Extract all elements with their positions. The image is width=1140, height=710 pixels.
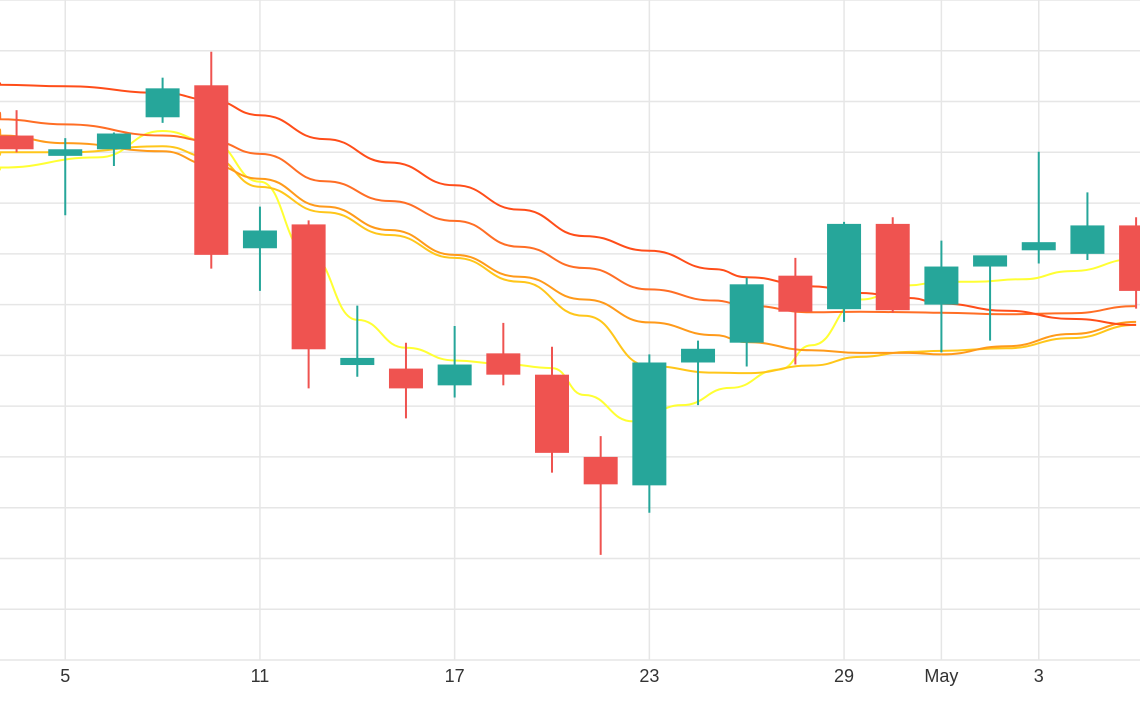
moving-average-line — [0, 128, 1137, 356]
candle-up — [729, 277, 764, 367]
candle-down — [194, 51, 229, 269]
x-tick-label: 17 — [445, 666, 465, 686]
candle-up — [681, 340, 716, 406]
candle-down — [388, 342, 423, 419]
candle-up — [242, 206, 277, 291]
candle-body — [388, 368, 423, 389]
candle-up — [924, 240, 959, 353]
candle-up — [1021, 151, 1056, 264]
candle-body — [0, 135, 34, 150]
candle-body — [924, 266, 959, 305]
candle-body — [486, 353, 521, 375]
candle-up — [437, 325, 472, 398]
candle-up — [1070, 192, 1105, 260]
candle-body — [973, 255, 1008, 267]
candle-down — [0, 110, 34, 153]
x-axis-tick-labels: 5 11 17 23 29 May 3 — [60, 666, 1044, 686]
candle-down — [875, 217, 910, 313]
candle-body — [242, 230, 277, 249]
x-tick-label: 29 — [834, 666, 854, 686]
candle-up — [48, 138, 83, 216]
candle-body — [437, 364, 472, 386]
moving-average-line — [0, 145, 1137, 375]
candle-up — [145, 77, 180, 123]
moving-average-lines — [0, 82, 1137, 423]
candle-down — [778, 257, 813, 365]
candle-body — [145, 88, 180, 118]
candle-body — [875, 223, 910, 311]
candle-up — [96, 132, 131, 167]
x-tick-label: 23 — [639, 666, 659, 686]
candle-body — [96, 133, 131, 150]
candle-body — [681, 348, 716, 363]
moving-average-line — [0, 82, 1137, 326]
candle-up — [827, 221, 862, 322]
candle-body — [583, 456, 618, 485]
candle-up — [632, 354, 667, 513]
x-tick-label: 3 — [1034, 666, 1044, 686]
candle-body — [48, 149, 83, 156]
candle-body — [778, 275, 813, 312]
candle-body — [1070, 225, 1105, 254]
moving-average-line — [0, 111, 1137, 316]
candle-up — [340, 305, 375, 377]
candle-down — [535, 346, 569, 473]
candles — [0, 51, 1140, 555]
candle-down — [486, 322, 521, 386]
candle-body — [1119, 225, 1140, 291]
candle-down — [583, 436, 618, 555]
candle-body — [194, 85, 229, 255]
candle-body — [291, 224, 326, 350]
x-tick-label: May — [924, 666, 958, 686]
candle-body — [1021, 242, 1056, 251]
candle-down — [291, 220, 326, 389]
x-tick-label: 5 — [60, 666, 70, 686]
candle-body — [729, 284, 764, 343]
x-tick-label: 11 — [251, 666, 270, 686]
candle-body — [827, 223, 862, 310]
candle-body — [632, 362, 667, 486]
candle-down — [1119, 217, 1140, 309]
candle-body — [535, 374, 569, 453]
candle-up — [973, 255, 1008, 341]
candle-body — [340, 357, 375, 366]
